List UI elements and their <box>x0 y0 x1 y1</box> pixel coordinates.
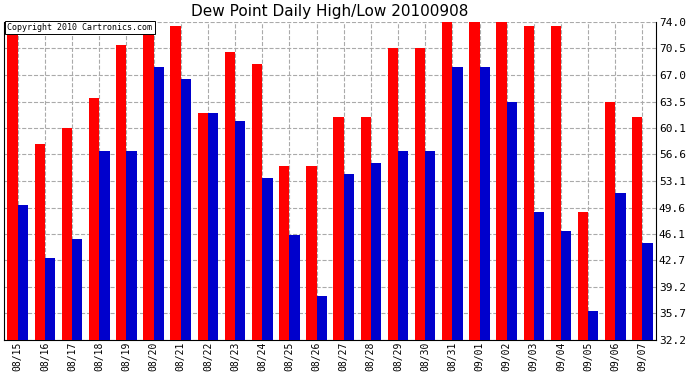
Bar <box>154 68 164 340</box>
Bar <box>344 174 354 340</box>
Bar <box>632 117 642 340</box>
Bar <box>561 231 571 340</box>
Bar <box>524 26 534 340</box>
Bar <box>588 311 598 340</box>
Bar <box>534 212 544 340</box>
Bar <box>34 144 45 340</box>
Bar <box>181 79 191 340</box>
Bar <box>388 48 398 340</box>
Bar <box>170 26 181 340</box>
Bar <box>18 204 28 340</box>
Bar <box>415 48 425 340</box>
Bar <box>442 22 453 340</box>
Bar <box>197 113 208 340</box>
Bar <box>306 166 317 340</box>
Bar <box>289 235 299 340</box>
Bar <box>252 64 262 340</box>
Bar <box>61 128 72 340</box>
Title: Dew Point Daily High/Low 20100908: Dew Point Daily High/Low 20100908 <box>191 4 469 19</box>
Bar <box>89 98 99 340</box>
Bar <box>578 212 588 340</box>
Bar <box>425 151 435 340</box>
Bar <box>225 52 235 340</box>
Bar <box>506 102 517 340</box>
Bar <box>642 243 653 340</box>
Bar <box>615 193 626 340</box>
Bar <box>551 26 561 340</box>
Bar <box>279 166 289 340</box>
Bar <box>8 22 18 340</box>
Bar <box>398 151 408 340</box>
Bar <box>496 22 506 340</box>
Bar <box>116 45 126 340</box>
Bar <box>144 18 154 340</box>
Bar <box>333 117 344 340</box>
Bar <box>361 117 371 340</box>
Bar <box>208 113 218 340</box>
Bar <box>371 163 381 340</box>
Bar <box>262 178 273 340</box>
Bar <box>453 68 463 340</box>
Bar <box>605 102 615 340</box>
Bar <box>72 239 82 340</box>
Bar <box>480 68 490 340</box>
Bar <box>126 151 137 340</box>
Bar <box>99 151 110 340</box>
Bar <box>45 258 55 340</box>
Text: Copyright 2010 Cartronics.com: Copyright 2010 Cartronics.com <box>8 23 152 32</box>
Bar <box>469 22 480 340</box>
Bar <box>235 121 246 340</box>
Bar <box>317 296 327 340</box>
